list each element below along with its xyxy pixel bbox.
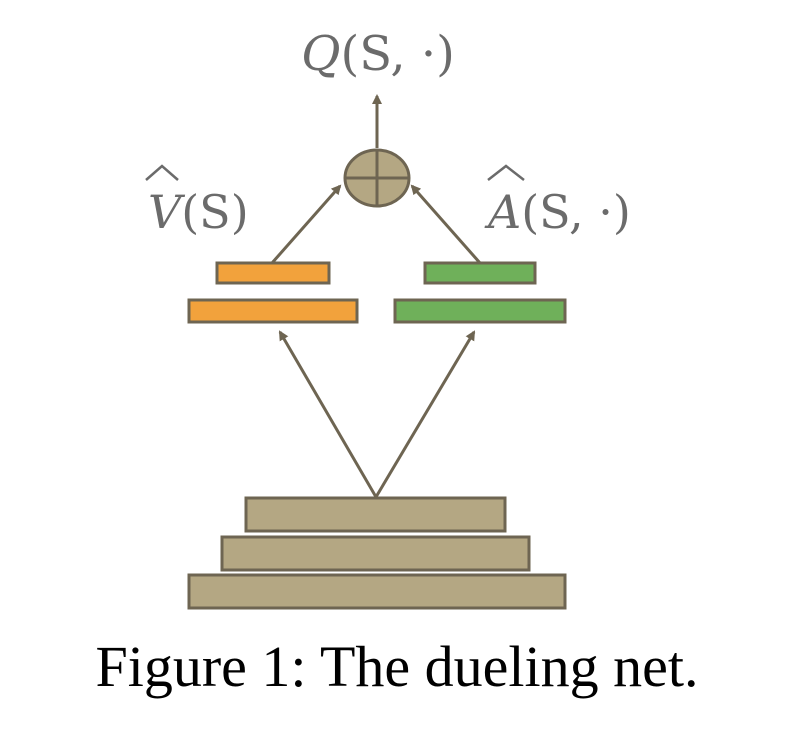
base-to-value-arrow: [278, 330, 378, 498]
advantage-args: (S, ·): [521, 185, 631, 239]
advantage-to-aggregator-arrow: [410, 184, 482, 264]
advantage-stream-layer-top: [423, 261, 537, 285]
value-symbol: V: [148, 185, 186, 239]
base-layer-bottom: [187, 573, 567, 610]
q-output-label: Q(S, ·): [301, 26, 455, 82]
advantage-symbol: A: [484, 185, 521, 239]
advantage-stream-layer-bottom: [393, 298, 567, 324]
svg-text:A(S, ·): A(S, ·): [484, 185, 631, 239]
base-layer-top: [244, 496, 507, 533]
base-to-advantage-arrow: [374, 330, 476, 498]
value-args: (S): [181, 185, 248, 239]
svg-text:V(S): V(S): [148, 185, 249, 239]
q-args: (S, ·): [340, 26, 454, 82]
figure-caption: Figure 1: The dueling net.: [95, 634, 699, 699]
value-label: V(S): [145, 164, 249, 239]
value-stream-layer-top: [215, 261, 331, 285]
value-to-aggregator-arrow: [270, 184, 342, 264]
value-hat-icon: [145, 164, 179, 181]
advantage-hat-icon: [487, 164, 525, 181]
q-symbol: Q: [301, 26, 340, 82]
base-layer-middle: [220, 535, 531, 572]
advantage-label: A(S, ·): [484, 164, 631, 239]
aggregator-plus-icon: [343, 148, 411, 208]
value-stream-layer-bottom: [187, 298, 359, 324]
